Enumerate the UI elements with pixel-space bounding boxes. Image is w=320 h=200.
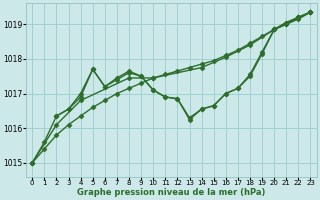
X-axis label: Graphe pression niveau de la mer (hPa): Graphe pression niveau de la mer (hPa): [77, 188, 266, 197]
